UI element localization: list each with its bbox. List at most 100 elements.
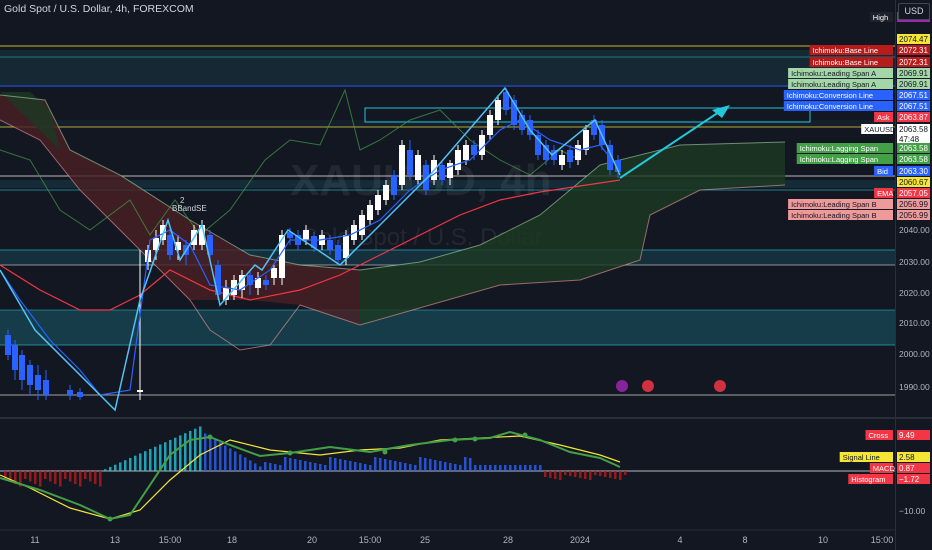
macd-histogram-bar	[59, 471, 62, 487]
macd-tag-label-bg	[869, 463, 893, 473]
macd-histogram-bar	[339, 459, 342, 471]
price-tag-label: Ask	[877, 113, 890, 122]
macd-histogram-bar	[494, 465, 497, 471]
time-tick: 25	[420, 535, 430, 545]
leading-span-b	[0, 119, 786, 351]
candle	[239, 275, 245, 290]
candle	[615, 160, 621, 172]
candle	[503, 92, 509, 110]
candle	[27, 365, 33, 385]
macd-histogram-bar	[504, 465, 507, 471]
macd-tag-value: 9.49	[899, 431, 915, 440]
macd-histogram-bar	[454, 464, 457, 471]
macd-histogram-bar	[404, 463, 407, 471]
price-tag-label-bg	[874, 188, 893, 198]
macd-histogram-bar	[79, 471, 82, 487]
price-tick: 2010.00	[899, 318, 930, 328]
candle	[471, 145, 477, 155]
price-tag-label: Bid	[877, 167, 888, 176]
macd-histogram-bar	[449, 463, 452, 471]
candle	[455, 150, 461, 170]
price-tag-value-bg	[897, 143, 930, 153]
macd-histogram-bar	[349, 461, 352, 471]
macd-line	[0, 430, 621, 521]
macd-histogram-bar	[604, 471, 607, 477]
macd-histogram-bar	[499, 465, 502, 471]
price-tag-value: 2063.58	[899, 144, 928, 153]
macd-histogram-bar	[254, 463, 257, 471]
macd-histogram-bar	[624, 471, 627, 475]
macd-histogram-bar	[564, 471, 567, 475]
macd-histogram-bar	[579, 471, 582, 478]
macd-histogram-bar	[554, 471, 557, 479]
price-tag-label-bg	[796, 154, 893, 164]
price-tag-value-bg	[897, 57, 930, 67]
price-tag-value: 2060.67	[899, 178, 928, 187]
macd-histogram-bar	[344, 460, 347, 471]
macd-tag-value-bg	[897, 430, 930, 440]
macd-histogram-bar	[69, 471, 72, 482]
candle	[559, 155, 565, 165]
macd-histogram-bar	[209, 436, 212, 471]
price-zone	[0, 50, 895, 57]
price-tag-value: 2063.30	[899, 167, 928, 176]
candle	[543, 145, 549, 160]
time-tick: 15:00	[359, 535, 382, 545]
macd-tag-label: Signal Line	[843, 453, 880, 462]
price-tag-value: 2067.51	[899, 91, 928, 100]
macd-histogram-bar	[389, 460, 392, 471]
price-tag-label-bg	[788, 199, 893, 209]
price-tag-value-bg	[897, 199, 930, 209]
time-tick: 4	[677, 535, 682, 545]
macd-histogram-bar	[224, 445, 227, 471]
price-zone	[0, 180, 895, 188]
macd-histogram-bar	[24, 471, 27, 479]
macd-histogram-bar	[14, 471, 17, 484]
candle	[367, 205, 373, 220]
price-tick: 2030.00	[899, 257, 930, 267]
macd-histogram-bar	[44, 471, 47, 479]
price-tag-label-bg	[788, 68, 893, 78]
candle	[343, 235, 349, 258]
price-tag-value-bg	[897, 166, 930, 176]
candle	[12, 345, 18, 370]
macd-histogram-bar	[214, 439, 217, 471]
price-tag-label-bg	[783, 101, 893, 111]
currency-button[interactable]: USD	[898, 3, 930, 20]
macd-histogram-bar	[469, 458, 472, 471]
price-tick: 1990.00	[899, 382, 930, 392]
macd-histogram-bar	[594, 471, 597, 475]
axis-divider	[895, 0, 896, 550]
macd-histogram-bar	[364, 464, 367, 471]
macd-histogram-bar	[294, 459, 297, 471]
macd-tag-value: −1.72	[899, 475, 920, 484]
price-tag-label-bg	[783, 90, 893, 100]
macd-histogram-bar	[414, 465, 417, 471]
time-tick: 10	[818, 535, 828, 545]
candle	[77, 392, 83, 397]
price-tag-label-bg	[809, 57, 893, 67]
macd-tag-label-bg	[839, 452, 893, 462]
price-tag-value: 2074.47	[899, 35, 928, 44]
price-tag-value-bg	[897, 124, 930, 134]
macd-histogram-bar	[314, 463, 317, 471]
candle	[399, 145, 405, 185]
price-tag-value-bg	[897, 177, 930, 187]
price-tag-label-bg	[869, 12, 893, 22]
candle	[35, 375, 41, 390]
macd-histogram-bar	[399, 462, 402, 471]
candle	[303, 230, 309, 240]
macd-histogram-bar	[159, 444, 162, 471]
macd-histogram-bar	[539, 465, 542, 471]
candle	[527, 120, 533, 135]
macd-histogram-bar	[324, 465, 327, 471]
price-tag-label-bg	[788, 79, 893, 89]
ichimoku-cloud-bull	[360, 142, 785, 325]
candle	[263, 280, 269, 285]
candle	[255, 278, 261, 288]
price-tag-label: Ichimoku:Leading Span A	[791, 80, 876, 89]
macd-histogram-bar	[284, 457, 287, 471]
macd-histogram-bar	[109, 466, 112, 471]
candle	[575, 145, 581, 160]
